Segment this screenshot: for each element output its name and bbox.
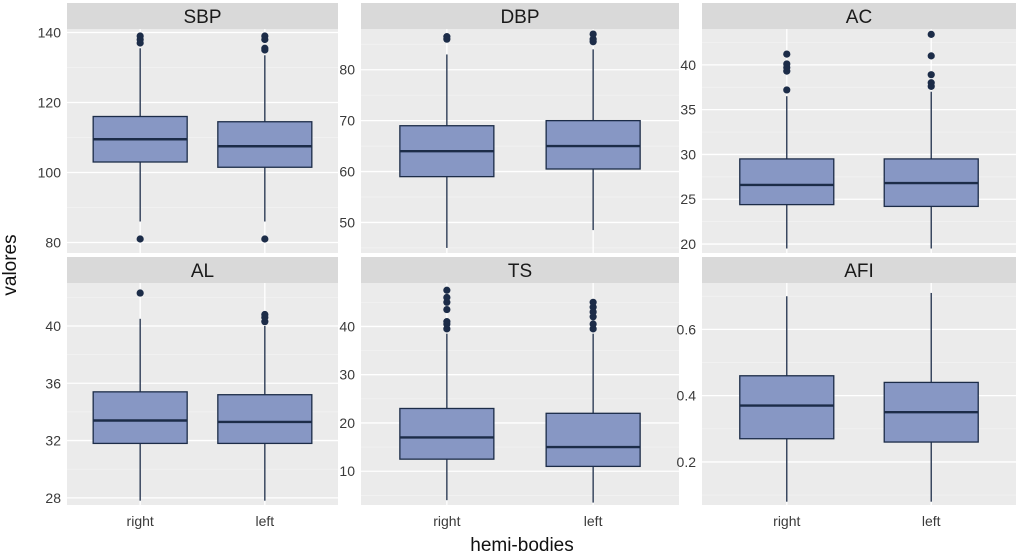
y-tick-label: 120 (38, 95, 62, 111)
outlier-point (927, 52, 935, 60)
outlier-point (783, 60, 791, 68)
iqr-box (545, 412, 641, 468)
panel-dbp: DBP 50 60 70 80 (339, 3, 679, 253)
strip-al (67, 257, 338, 283)
y-tick-label: 40 (680, 57, 696, 73)
y-axis-title: valores (0, 234, 21, 295)
panel-title-al: AL (191, 261, 214, 282)
outlier-point (927, 79, 935, 87)
y-tick-label: 35 (680, 102, 696, 118)
box-afi-left (883, 292, 979, 502)
panel-afi: AFI 0.2 0.4 0.6 right left (677, 257, 1016, 529)
outlier-point (443, 286, 451, 294)
outlier-point (589, 320, 597, 328)
y-tick-label: 30 (339, 367, 355, 383)
iqr-box (92, 391, 188, 445)
x-tick-label-right: right (773, 513, 800, 529)
iqr-box (545, 119, 641, 170)
x-tick-label-left: left (584, 513, 603, 529)
outlier-point (443, 318, 451, 326)
panel-ac: AC 20 25 30 35 40 (680, 3, 1016, 253)
panel-title-afi: AFI (844, 261, 874, 282)
outlier-point (261, 235, 269, 243)
outlier-point (261, 310, 269, 319)
x-tick-label-left: left (922, 513, 941, 529)
outlier-point (589, 298, 597, 306)
y-tick-label: 40 (45, 318, 61, 334)
panel-title-dbp: DBP (500, 7, 539, 28)
outlier-point (927, 30, 935, 38)
box-ts-left (545, 298, 641, 503)
iqr-box (739, 375, 835, 440)
box-ts-right (399, 286, 495, 501)
outlier-point (589, 30, 597, 38)
y-tick-label: 10 (339, 463, 355, 479)
y-tick-label: 0.2 (677, 454, 697, 470)
y-tick-label: 80 (45, 235, 61, 251)
outlier-point (261, 32, 269, 40)
box-al-left (217, 310, 313, 501)
facet-panels: SBP 80 100 120 140 DBP 50 60 70 80 AC 20 25 30 35 40 AL 2… (38, 3, 1016, 529)
x-tick-label-right: right (433, 513, 460, 529)
outlier-point (589, 35, 597, 43)
strip-afi (702, 257, 1016, 283)
panel-title-ts: TS (508, 261, 532, 282)
y-tick-label: 30 (680, 146, 696, 162)
y-tick-label: 40 (339, 318, 355, 334)
x-tick-label-left: left (255, 513, 274, 529)
panel-background (361, 283, 679, 505)
y-tick-label: 25 (680, 191, 696, 207)
panel-title-sbp: SBP (183, 7, 221, 28)
y-tick-label: 80 (339, 62, 355, 78)
strip-sbp (67, 3, 338, 29)
iqr-box (217, 121, 313, 168)
y-tick-label: 0.6 (677, 321, 697, 337)
y-tick-label: 36 (45, 375, 61, 391)
y-tick-label: 100 (38, 165, 62, 181)
y-tick-label: 20 (339, 415, 355, 431)
y-tick-label: 32 (45, 433, 61, 449)
y-tick-label: 50 (339, 214, 355, 230)
panel-ts: TS 10 20 30 40 right left (339, 257, 679, 529)
outlier-point (261, 44, 269, 52)
y-tick-label: 70 (339, 113, 355, 129)
box-al-right (92, 289, 188, 501)
y-tick-label: 0.4 (677, 388, 697, 404)
strip-dbp (361, 3, 679, 29)
x-tick-label-right: right (127, 513, 154, 529)
box-sbp-right (92, 32, 188, 243)
outlier-point (136, 32, 144, 40)
strip-ac (702, 3, 1016, 29)
outlier-point (136, 235, 144, 243)
outlier-point (783, 50, 791, 58)
box-sbp-left (217, 32, 313, 243)
iqr-box (739, 158, 835, 206)
panel-title-ac: AC (846, 7, 872, 28)
y-tick-label: 20 (680, 236, 696, 252)
iqr-box (399, 407, 495, 460)
y-tick-label: 140 (38, 25, 62, 41)
outlier-point (136, 289, 144, 297)
panel-sbp: SBP 80 100 120 140 (38, 3, 338, 253)
outlier-point (443, 293, 451, 302)
box-ac-left (883, 30, 979, 249)
strip-ts (361, 257, 679, 283)
outlier-point (927, 71, 935, 79)
outlier-point (443, 305, 451, 314)
outlier-point (783, 86, 791, 94)
box-afi-right (739, 296, 835, 502)
x-axis-title: hemi-bodies (470, 535, 574, 556)
box-dbp-right (399, 33, 495, 248)
panel-al: AL 28 32 36 40 right left (45, 257, 338, 529)
iqr-box (217, 394, 313, 445)
box-ac-right (739, 50, 835, 249)
outlier-point (443, 33, 451, 41)
y-tick-label: 60 (339, 164, 355, 180)
box-dbp-left (545, 30, 641, 231)
y-tick-label: 28 (45, 490, 61, 506)
panel-background (702, 29, 1016, 253)
